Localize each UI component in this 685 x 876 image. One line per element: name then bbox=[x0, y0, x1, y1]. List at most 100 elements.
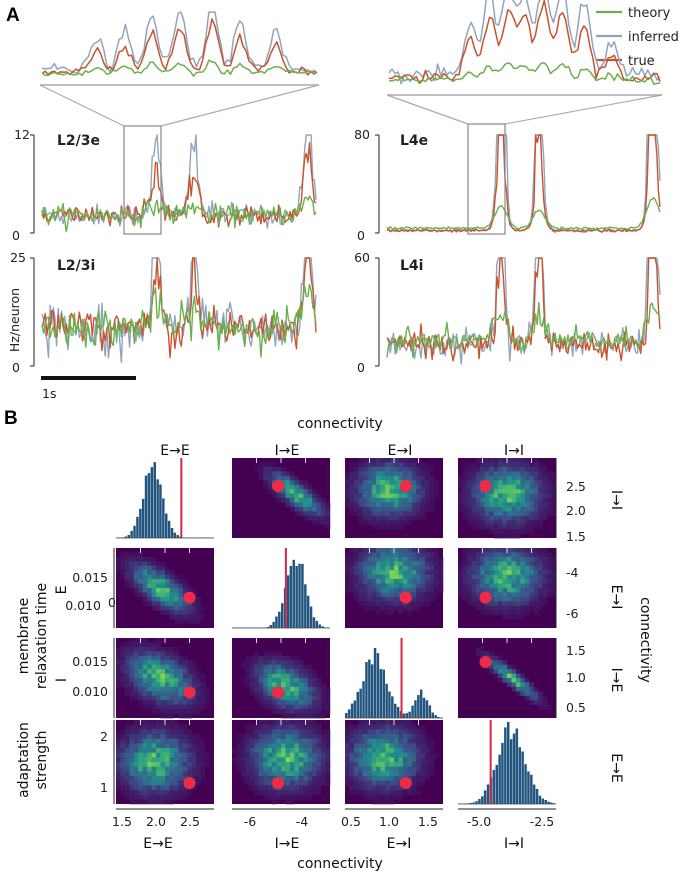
density-bin bbox=[290, 480, 295, 485]
hist-bar bbox=[136, 517, 138, 538]
density-bin bbox=[403, 552, 408, 557]
density-bin bbox=[281, 729, 286, 734]
density-bin bbox=[178, 767, 183, 772]
density-bin bbox=[538, 601, 543, 606]
density-bin bbox=[178, 762, 183, 767]
density-bin bbox=[147, 669, 152, 674]
density-bin bbox=[381, 575, 386, 580]
density-bin bbox=[125, 570, 130, 575]
hist-bar bbox=[507, 722, 509, 804]
density-bin bbox=[134, 734, 139, 739]
density-bin bbox=[286, 757, 291, 762]
density-bin bbox=[281, 656, 286, 661]
density-bin bbox=[363, 592, 368, 597]
density-bin bbox=[494, 462, 499, 467]
density-bin bbox=[467, 476, 472, 481]
density-bin bbox=[498, 597, 503, 602]
density-bin bbox=[286, 660, 291, 665]
density-bin bbox=[147, 785, 152, 790]
density-bin bbox=[201, 743, 206, 748]
density-bin bbox=[363, 771, 368, 776]
density-bin bbox=[354, 597, 359, 602]
density-bin bbox=[147, 665, 152, 670]
density-bin bbox=[303, 682, 308, 687]
density-bin bbox=[161, 665, 166, 670]
density-bin bbox=[416, 467, 421, 472]
density-bin bbox=[363, 743, 368, 748]
density-bin bbox=[254, 674, 259, 679]
density-bin bbox=[205, 696, 210, 701]
hist-bar bbox=[513, 734, 515, 804]
l4e-theory-line bbox=[387, 198, 660, 230]
density-bin bbox=[272, 665, 277, 670]
density-bin bbox=[467, 471, 472, 476]
density-bin bbox=[372, 601, 377, 606]
density-bin bbox=[125, 669, 130, 674]
density-bin bbox=[232, 748, 237, 753]
density-bin bbox=[425, 494, 430, 499]
density-bin bbox=[241, 771, 246, 776]
density-bin bbox=[174, 597, 179, 602]
density-bin bbox=[183, 714, 188, 719]
density-bin bbox=[290, 771, 295, 776]
hist-bar bbox=[527, 772, 529, 805]
xlabel-ie: I→E bbox=[275, 836, 300, 852]
density-bin bbox=[372, 485, 377, 490]
density-bin bbox=[134, 691, 139, 696]
density-bin bbox=[372, 781, 377, 786]
density-bin bbox=[403, 729, 408, 734]
hist-bar bbox=[133, 526, 135, 538]
density-bin bbox=[263, 682, 268, 687]
density-bin bbox=[192, 771, 197, 776]
density-bin bbox=[165, 705, 170, 710]
density-bin bbox=[485, 498, 490, 503]
density-bin bbox=[520, 615, 525, 620]
density-bin bbox=[290, 781, 295, 786]
density-bin bbox=[350, 507, 355, 512]
hist-bar bbox=[432, 713, 434, 719]
density-bin bbox=[138, 743, 143, 748]
density-bin bbox=[525, 601, 530, 606]
density-bin bbox=[394, 502, 399, 507]
density-bin bbox=[503, 485, 508, 490]
density-bin bbox=[250, 674, 255, 679]
hist-bar bbox=[408, 712, 410, 718]
density-bin bbox=[321, 757, 326, 762]
density-bin bbox=[250, 665, 255, 670]
density-bin bbox=[165, 678, 170, 683]
density-bin bbox=[372, 795, 377, 800]
density-bin bbox=[467, 467, 472, 472]
density-bin bbox=[183, 606, 188, 611]
density-bin bbox=[272, 651, 277, 656]
density-bin bbox=[174, 795, 179, 800]
density-bin bbox=[512, 570, 517, 575]
density-bin bbox=[439, 588, 444, 593]
density-bin bbox=[294, 709, 299, 714]
density-bin bbox=[503, 480, 508, 485]
density-bin bbox=[152, 753, 157, 758]
density-bin bbox=[192, 660, 197, 665]
density-bin bbox=[534, 525, 539, 530]
density-bin bbox=[489, 561, 494, 566]
density-bin bbox=[534, 462, 539, 467]
density-bin bbox=[125, 762, 130, 767]
density-bin bbox=[543, 597, 548, 602]
density-bin bbox=[489, 669, 494, 674]
density-bin bbox=[547, 570, 552, 575]
density-bin bbox=[543, 575, 548, 580]
density-bin bbox=[178, 674, 183, 679]
density-bin bbox=[138, 557, 143, 562]
density-bin bbox=[170, 606, 175, 611]
density-bin bbox=[363, 753, 368, 758]
density-bin bbox=[143, 799, 148, 804]
density-bin bbox=[290, 656, 295, 661]
density-bin bbox=[345, 494, 350, 499]
density-bin bbox=[303, 489, 308, 494]
density-bin bbox=[268, 757, 273, 762]
density-bin bbox=[367, 588, 372, 593]
density-bin bbox=[547, 588, 552, 593]
density-bin bbox=[165, 669, 170, 674]
density-bin bbox=[303, 743, 308, 748]
true-value-marker bbox=[400, 777, 412, 789]
density-bin bbox=[129, 767, 134, 772]
